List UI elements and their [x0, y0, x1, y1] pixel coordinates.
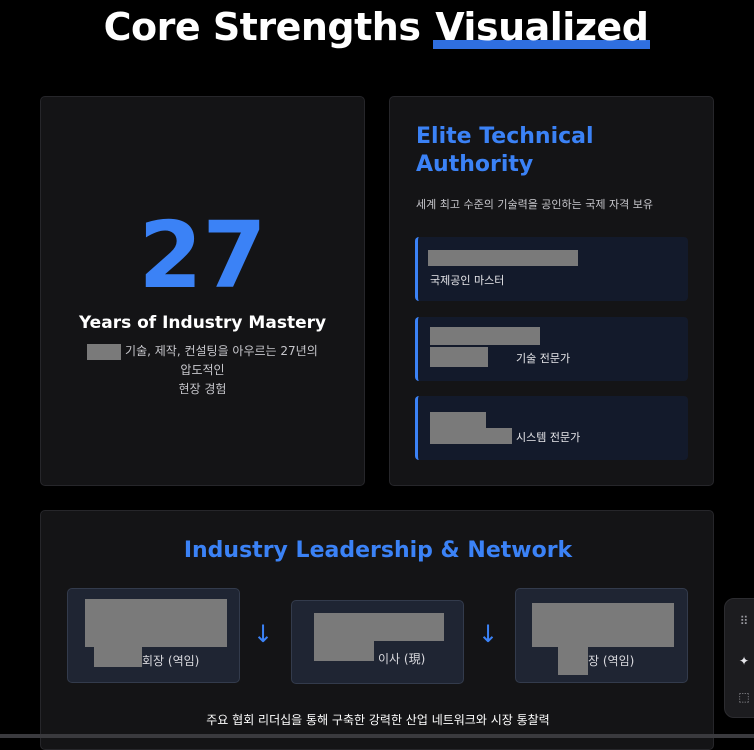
- leadership-card: Industry Leadership & Network 회장 (역임) ↓ …: [40, 510, 714, 750]
- redacted-block: [87, 343, 122, 360]
- arrow-down-icon: ↓: [478, 620, 499, 648]
- role-card: 이사 (現): [291, 600, 464, 684]
- years-desc-line1: 기술, 제작, 컨설팅을 아우르는 27년의 압도적인: [121, 344, 318, 377]
- redacted-block: [430, 327, 540, 345]
- select-region-icon[interactable]: ⬚: [738, 690, 750, 704]
- credential-item: 국제공인 마스터: [415, 237, 688, 301]
- horizontal-scrollbar[interactable]: [0, 734, 754, 738]
- years-description: 기술, 제작, 컨설팅을 아우르는 27년의 압도적인 현장 경험: [80, 342, 325, 399]
- role-card: 장 (역임): [515, 588, 688, 683]
- credential-label: 기술 전문가: [516, 352, 571, 365]
- redacted-block: [314, 641, 374, 661]
- authority-subtitle: 세계 최고 수준의 기술력을 공인하는 국제 자격 보유: [416, 198, 653, 211]
- years-number: 27: [138, 202, 267, 309]
- redacted-block: [532, 603, 674, 647]
- redacted-block: [94, 647, 142, 667]
- authority-title-line1: Elite Technical: [416, 124, 594, 149]
- redacted-block: [430, 412, 486, 428]
- authority-card: Elite Technical Authority 세계 최고 수준의 기술력을…: [389, 96, 714, 486]
- role-label: 이사 (現): [378, 652, 426, 666]
- credential-label: 국제공인 마스터: [430, 274, 505, 287]
- arrow-down-icon: ↓: [253, 620, 274, 648]
- leadership-footer: 주요 협회 리더십을 통해 구축한 강력한 산업 네트워크와 시장 통찰력: [206, 713, 550, 727]
- credential-label: 시스템 전문가: [516, 431, 581, 444]
- role-card: 회장 (역임): [67, 588, 240, 683]
- sparkle-icon[interactable]: ✦: [738, 654, 750, 668]
- credential-item: 기술 전문가: [415, 317, 688, 381]
- redacted-block: [428, 250, 578, 266]
- role-label: 장 (역임): [588, 654, 635, 668]
- floating-toolbar: ⠿ ✦ ⬚: [724, 598, 754, 718]
- redacted-block: [558, 647, 588, 675]
- page-title-highlight: Visualized: [433, 5, 651, 49]
- redacted-block: [314, 613, 444, 641]
- authority-title-line2: Authority: [416, 152, 534, 177]
- years-desc-line2: 현장 경험: [178, 382, 227, 396]
- page-title: Core Strengths Visualized: [0, 4, 754, 50]
- years-card: [40, 96, 365, 486]
- authority-title: Elite Technical Authority: [416, 123, 676, 179]
- credential-item: 시스템 전문가: [415, 396, 688, 460]
- redacted-block: [85, 599, 227, 647]
- redacted-block: [430, 347, 488, 367]
- page-title-main: Core Strengths: [103, 5, 434, 49]
- role-label: 회장 (역임): [142, 654, 200, 668]
- redacted-block: [430, 428, 512, 444]
- grid-icon[interactable]: ⠿: [739, 614, 749, 628]
- leadership-title: Industry Leadership & Network: [183, 538, 573, 563]
- years-heading: Years of Industry Mastery: [78, 313, 327, 333]
